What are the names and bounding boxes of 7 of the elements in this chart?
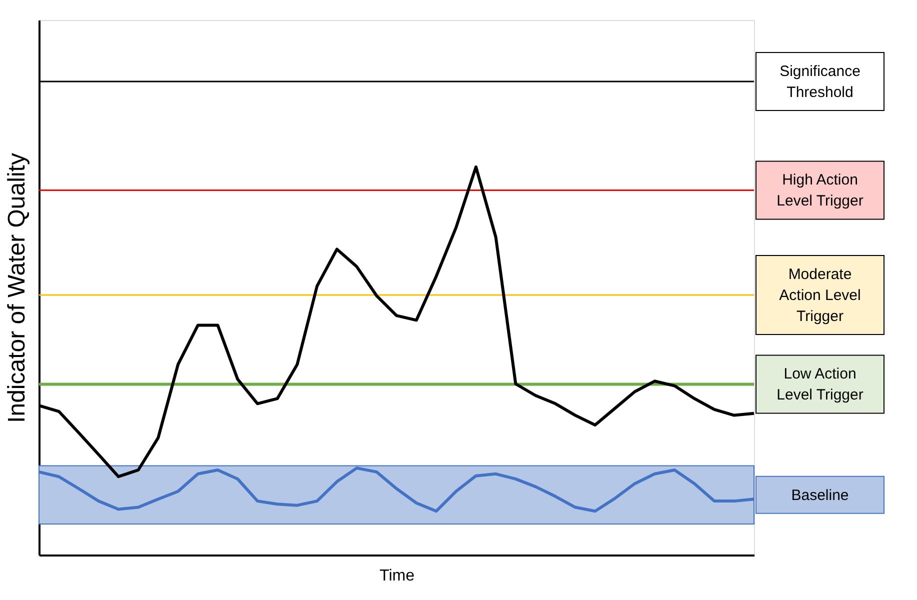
ref-line-label: Significance Threshold	[780, 63, 860, 102]
band-label: Baseline	[791, 486, 849, 504]
ref-line-label: Low Action Level Trigger	[776, 366, 864, 404]
y-axis-title: Indicator of Water Quality	[4, 153, 30, 423]
ref-line-label: High Action Level Trigger	[776, 172, 864, 210]
x-axis-title: Time	[380, 568, 415, 584]
ref-line-label: Moderate Action Level Trigger	[779, 266, 861, 325]
